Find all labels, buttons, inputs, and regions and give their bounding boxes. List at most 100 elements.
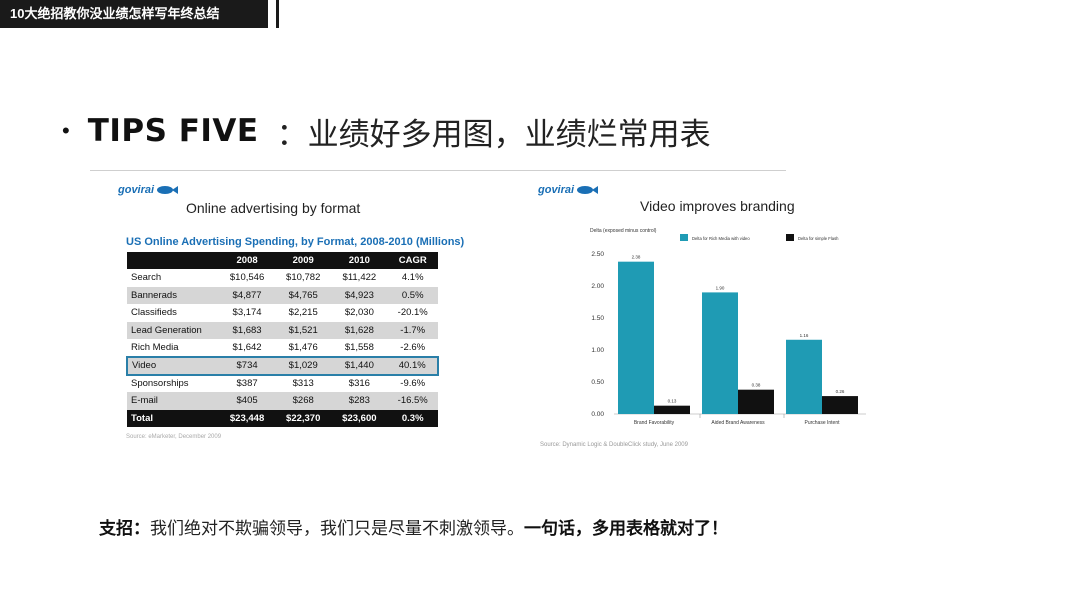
row-value: $387 bbox=[219, 374, 276, 393]
row-value: $1,440 bbox=[331, 355, 388, 376]
bar-rich-media bbox=[618, 261, 654, 414]
row-label: Classifieds bbox=[127, 304, 219, 322]
table-panel: govirai Online advertising by format US … bbox=[118, 178, 464, 448]
table-row: Search $10,546 $10,782 $11,422 4.1% bbox=[127, 269, 438, 287]
y-tick-label: 1.00 bbox=[591, 347, 604, 354]
row-value: $283 bbox=[331, 392, 388, 410]
header-cell-2008: 2008 bbox=[219, 252, 276, 269]
header-accent-line bbox=[276, 0, 279, 28]
row-value: -9.6% bbox=[387, 374, 438, 393]
bar-flash bbox=[822, 396, 858, 414]
row-value: -2.6% bbox=[387, 339, 438, 357]
govirai-logo-left: govirai bbox=[118, 184, 179, 196]
bar-flash bbox=[738, 389, 774, 414]
table-caption: US Online Advertising Spending, by Forma… bbox=[126, 236, 465, 248]
row-value: -16.5% bbox=[387, 392, 438, 410]
row-label: Search bbox=[127, 269, 219, 287]
total-value: $22,370 bbox=[275, 409, 332, 428]
y-tick-label: 0.50 bbox=[591, 379, 604, 386]
y-tick-label: 2.00 bbox=[591, 283, 604, 290]
table-body: Search $10,546 $10,782 $11,422 4.1% Bannerads… bbox=[126, 269, 439, 428]
row-value: $313 bbox=[275, 374, 332, 393]
x-tick-label: Brand Favorability bbox=[634, 420, 675, 426]
row-label: Sponsorships bbox=[127, 374, 219, 393]
row-value: $10,782 bbox=[275, 269, 332, 287]
row-value: $4,877 bbox=[219, 286, 276, 305]
row-label: Bannerads bbox=[127, 286, 219, 305]
row-value: $1,628 bbox=[331, 321, 388, 340]
y-tick-label: 1.50 bbox=[591, 315, 604, 322]
row-value: $2,215 bbox=[275, 304, 332, 322]
footnote-body: 我们绝对不欺骗领导，我们只是尽量不刺激领导。 bbox=[150, 519, 524, 538]
total-value: 0.3% bbox=[387, 409, 438, 428]
table-row: E-mail $405 $268 $283 -16.5% bbox=[127, 392, 438, 410]
footnote: 支招：我们绝对不欺骗领导，我们只是尽量不刺激领导。一句话，多用表格就对了！ bbox=[99, 514, 728, 539]
row-value: $10,546 bbox=[219, 269, 276, 287]
row-value: $316 bbox=[331, 374, 388, 393]
table-source: Source: eMarketer, December 2009 bbox=[126, 434, 222, 440]
row-value: $1,029 bbox=[275, 355, 332, 376]
legend-swatch bbox=[680, 234, 688, 241]
row-value: -1.7% bbox=[387, 321, 438, 340]
bar-rich-media bbox=[786, 339, 822, 414]
fish-icon bbox=[157, 186, 179, 194]
table-panel-title: Online advertising by format bbox=[186, 200, 361, 216]
table-row: Bannerads $4,877 $4,765 $4,923 0.5% bbox=[127, 286, 438, 305]
total-value: $23,600 bbox=[331, 409, 388, 428]
row-value: $2,030 bbox=[331, 304, 388, 322]
row-value: $1,683 bbox=[219, 321, 276, 340]
legend-label: Delta for Rich Media with video bbox=[692, 236, 750, 241]
table-row: Classifieds $3,174 $2,215 $2,030 -20.1% bbox=[127, 304, 438, 322]
header-tag: 10大绝招教你没业绩怎样写年终总结 bbox=[0, 0, 268, 28]
row-value: 4.1% bbox=[387, 269, 438, 287]
row-value: 40.1% bbox=[387, 355, 439, 376]
row-value: 0.5% bbox=[387, 286, 438, 305]
chart-panel: govirai Video improves branding Delta (e… bbox=[530, 178, 874, 453]
fish-icon bbox=[577, 186, 599, 194]
footnote-lead: 支招： bbox=[99, 519, 150, 538]
branding-bar-chart: Delta (exposed minus control) Delta for R… bbox=[590, 228, 866, 426]
row-value: $1,558 bbox=[331, 339, 388, 357]
y-tick-label: 0.00 bbox=[591, 411, 604, 418]
bar-value-label: 0.26 bbox=[836, 389, 845, 394]
row-value: -20.1% bbox=[387, 304, 438, 322]
table-header-row: 2008 2009 2010 CAGR bbox=[127, 252, 438, 269]
logo-text: govirai bbox=[118, 184, 155, 196]
header-cell bbox=[127, 252, 219, 269]
bar-value-label: 2.38 bbox=[632, 255, 641, 260]
bar-value-label: 1.16 bbox=[800, 333, 809, 338]
row-label: Rich Media bbox=[127, 339, 219, 357]
y-tick-label: 2.50 bbox=[591, 251, 604, 258]
row-value: $1,642 bbox=[219, 339, 276, 357]
bar-value-label: 0.38 bbox=[752, 383, 761, 388]
bar-value-label: 1.90 bbox=[716, 285, 725, 290]
bar-flash bbox=[654, 405, 690, 414]
row-value: $1,521 bbox=[275, 321, 332, 340]
table-row: Sponsorships $387 $313 $316 -9.6% bbox=[127, 374, 438, 393]
logo-text: govirai bbox=[538, 184, 575, 196]
footnote-emphasis: 一句话，多用表格就对了！ bbox=[524, 519, 728, 538]
table-total-row: Total $23,448 $22,370 $23,600 0.3% bbox=[127, 409, 438, 428]
row-value: $734 bbox=[219, 355, 276, 376]
x-tick-label: Aided Brand Awareness bbox=[711, 420, 765, 426]
table-row: Video $734 $1,029 $1,440 40.1% bbox=[126, 355, 439, 376]
row-value: $3,174 bbox=[219, 304, 276, 322]
total-value: $23,448 bbox=[219, 409, 276, 428]
y-axis-label: Delta (exposed minus control) bbox=[590, 228, 657, 234]
tips-subtitle: ：业绩好多用图，业绩烂常用表 bbox=[276, 116, 711, 153]
tips-label: TIPS FIVE bbox=[87, 113, 259, 149]
legend-label: Delta for simple Flash bbox=[798, 236, 839, 241]
row-value: $4,765 bbox=[275, 286, 332, 305]
row-label: Lead Generation bbox=[127, 321, 219, 340]
bar-rich-media bbox=[702, 292, 738, 414]
legend-swatch bbox=[786, 234, 794, 241]
row-label: E-mail bbox=[127, 392, 219, 410]
header-cell-cagr: CAGR bbox=[387, 252, 438, 269]
row-value: $4,923 bbox=[331, 286, 388, 305]
row-value: $405 bbox=[219, 392, 276, 410]
chart-source: Source: Dynamic Logic & DoubleClick stud… bbox=[540, 442, 688, 448]
header-cell-2009: 2009 bbox=[275, 252, 332, 269]
table-row: Lead Generation $1,683 $1,521 $1,628 -1.7% bbox=[127, 321, 438, 340]
heading-divider bbox=[90, 170, 786, 171]
row-label: Video bbox=[126, 355, 219, 376]
